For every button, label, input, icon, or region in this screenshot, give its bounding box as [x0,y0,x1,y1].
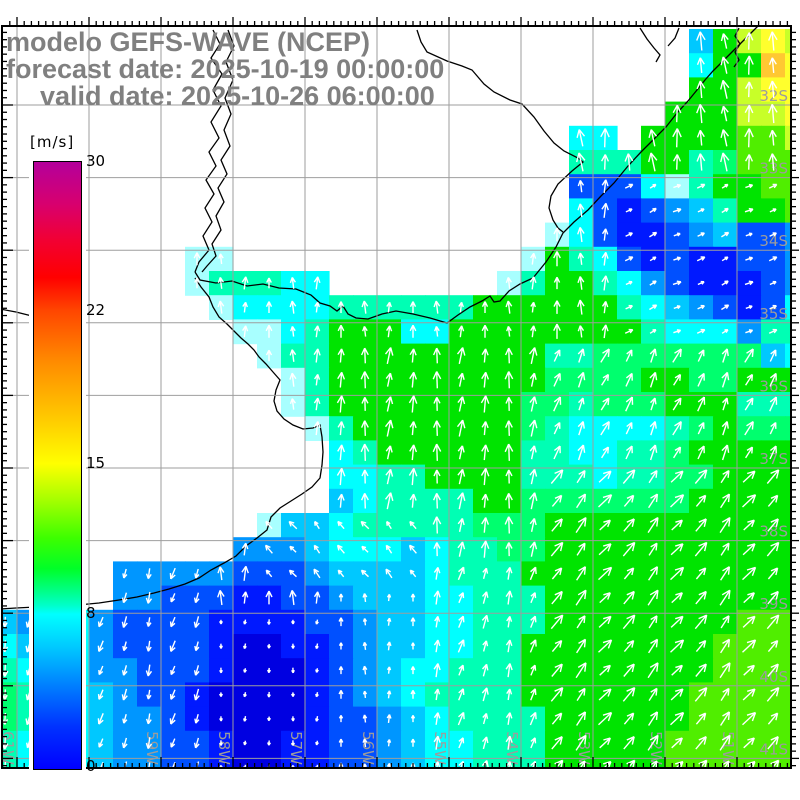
coastline-layer [2,26,759,610]
svg-text:54W: 54W [503,731,521,765]
svg-text:37S: 37S [759,450,788,468]
wave-direction-arrows-layer [2,31,780,768]
colorbar [33,161,82,770]
svg-text:40S: 40S [759,668,788,686]
svg-text:36S: 36S [759,377,788,395]
svg-text:39S: 39S [759,595,788,613]
colorbar-tick-8: 8 [86,604,96,622]
valid-date: valid date: 2025-10-26 06:00:00 [40,81,435,111]
svg-text:58W: 58W [215,731,233,765]
forecast-date: forecast date: 2025-10-19 00:00:00 [6,54,445,84]
svg-text:59W: 59W [143,731,161,765]
map-frame [1,17,799,769]
grid-layer [2,26,791,768]
colorbar-tick-22: 22 [86,301,106,319]
model-title: modelo GEFS-WAVE (NCEP) [6,27,371,57]
colorbar-tick-0: 0 [86,757,96,775]
colorbar-tick-30: 30 [86,152,106,170]
svg-text:55W: 55W [431,731,449,765]
grid-label-layer: 32S33S34S35S36S37S38S39S40S41S61W60W59W5… [2,87,788,765]
colorbar-tick-15: 15 [86,454,106,472]
svg-text:57W: 57W [287,731,305,765]
svg-text:35S: 35S [759,305,788,323]
svg-text:34S: 34S [759,232,788,250]
svg-text:56W: 56W [359,731,377,765]
svg-text:38S: 38S [759,523,788,541]
svg-text:41S: 41S [759,740,788,758]
colorbar-unit-label: [m/s] [30,133,75,151]
